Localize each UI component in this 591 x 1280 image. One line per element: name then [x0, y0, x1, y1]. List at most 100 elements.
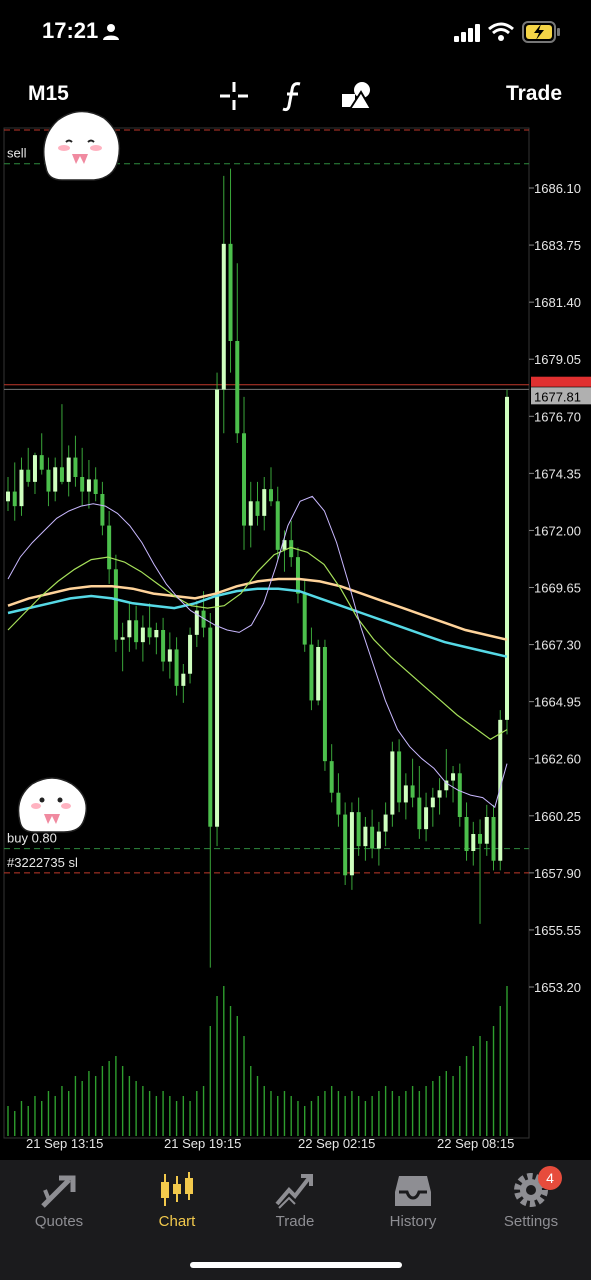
- y-tick-label: 1653.20: [534, 980, 581, 995]
- candle-body: [484, 817, 489, 844]
- candle-body: [302, 593, 307, 645]
- y-tick-label: 1662.60: [534, 752, 581, 767]
- candle-body: [242, 433, 247, 526]
- tab-history[interactable]: History: [354, 1160, 472, 1240]
- candle-body: [457, 773, 462, 817]
- candlestick-chart-icon: [161, 1172, 193, 1206]
- candle-body: [53, 467, 58, 492]
- trade-level-label: buy 0.80: [7, 831, 57, 846]
- candle-body: [322, 647, 327, 762]
- candle-body: [403, 785, 408, 803]
- objects-icon[interactable]: [340, 80, 372, 112]
- candle-body: [316, 647, 321, 701]
- candle-body: [255, 501, 260, 516]
- candle-body: [275, 501, 280, 550]
- candle-body: [498, 719, 503, 861]
- candle-body: [444, 780, 449, 791]
- tab-label: History: [389, 1213, 437, 1230]
- tab-trade[interactable]: Trade: [236, 1160, 354, 1240]
- candle-body: [248, 501, 253, 526]
- chart-toolbar: M15 Trade: [0, 70, 591, 122]
- y-tick-label: 1683.75: [534, 238, 581, 253]
- ask-price-tag: [531, 376, 591, 387]
- candle-body: [295, 557, 300, 594]
- y-tick-label: 1679.05: [534, 352, 581, 367]
- x-tick-label: 21 Sep 13:15: [26, 1136, 103, 1151]
- candle-body: [471, 834, 476, 851]
- candle-body: [363, 826, 368, 847]
- tab-settings[interactable]: 4 Settings: [472, 1160, 590, 1240]
- candle-body: [336, 792, 341, 815]
- candle-body: [208, 627, 213, 827]
- status-bar: 17:21: [0, 0, 591, 66]
- trade-button[interactable]: Trade: [505, 82, 562, 105]
- candle-body: [120, 637, 125, 640]
- person-icon: [103, 24, 119, 40]
- candle-body: [80, 477, 85, 492]
- status-time: 17:21: [42, 18, 99, 43]
- candle-body: [12, 491, 17, 507]
- tab-label: Settings: [503, 1213, 559, 1230]
- candle-body: [437, 790, 442, 798]
- candle-body: [113, 569, 118, 640]
- y-tick-label: 1669.65: [534, 581, 581, 596]
- y-tick-label: 1681.40: [534, 295, 581, 310]
- candle-body: [383, 814, 388, 832]
- candle-body: [464, 817, 469, 851]
- battery-charging-icon: [522, 21, 560, 43]
- candle-body: [268, 489, 273, 502]
- candle-body: [59, 467, 64, 482]
- candle-body: [39, 455, 44, 470]
- bid-price-tag: [531, 387, 591, 405]
- candle-body: [140, 627, 145, 643]
- crosshair-icon[interactable]: [218, 80, 250, 112]
- moving-average-line: [7, 577, 508, 641]
- indicator-function-icon[interactable]: [278, 80, 310, 112]
- candle-body: [370, 826, 375, 849]
- candle-body: [154, 630, 159, 638]
- y-tick-label: 1667.30: [534, 638, 581, 653]
- cute-blob-sticker: [43, 110, 121, 181]
- signal-icon: [454, 24, 480, 42]
- candle-body: [167, 649, 172, 662]
- y-tick-label: 1660.25: [534, 809, 581, 824]
- y-tick-label: 1655.55: [534, 923, 581, 938]
- candle-body: [26, 469, 31, 482]
- candle-body: [309, 644, 314, 701]
- candle-body: [93, 479, 98, 494]
- moving-average-line: [7, 587, 508, 658]
- candle-body: [282, 540, 287, 550]
- candle-body: [390, 751, 395, 815]
- y-tick-label: 1676.70: [534, 409, 581, 424]
- current-price-label: 1677.81: [534, 389, 581, 404]
- candle-body: [215, 389, 220, 827]
- candle-body: [194, 610, 199, 635]
- candle-body: [289, 540, 294, 558]
- y-tick-label: 1686.10: [534, 181, 581, 196]
- price-chart[interactable]: 1686.10 1683.75 1681.40 1679.05 1676.70 1674.…: [0, 126, 591, 1160]
- candle-body: [188, 634, 193, 674]
- candle-body: [397, 751, 402, 803]
- x-tick-label: 22 Sep 02:15: [298, 1136, 375, 1151]
- candle-body: [73, 457, 78, 477]
- timeframe-button[interactable]: M15: [28, 82, 69, 105]
- cute-blob-sticker: [17, 777, 87, 833]
- candle-body: [235, 341, 240, 434]
- tab-quotes[interactable]: Quotes: [0, 1160, 118, 1240]
- candle-body: [100, 494, 105, 526]
- candle-body: [228, 243, 233, 341]
- trade-level-label: #3222735 sl: [7, 855, 78, 870]
- candle-body: [107, 525, 112, 570]
- candle-body: [134, 620, 139, 643]
- candle-body: [181, 673, 186, 686]
- bottom-tab-bar: Quotes Chart Trade History 4 Settings: [0, 1160, 591, 1280]
- candle-body: [147, 627, 152, 638]
- candle-body: [424, 807, 429, 830]
- candle-body: [451, 773, 456, 781]
- trade-level-label: sell: [7, 146, 27, 161]
- y-tick-label: 1672.00: [534, 523, 581, 538]
- x-tick-label: 22 Sep 08:15: [437, 1136, 514, 1151]
- tab-label: Chart: [158, 1213, 196, 1230]
- moving-average-line: [7, 546, 508, 741]
- tab-chart[interactable]: Chart: [118, 1160, 236, 1240]
